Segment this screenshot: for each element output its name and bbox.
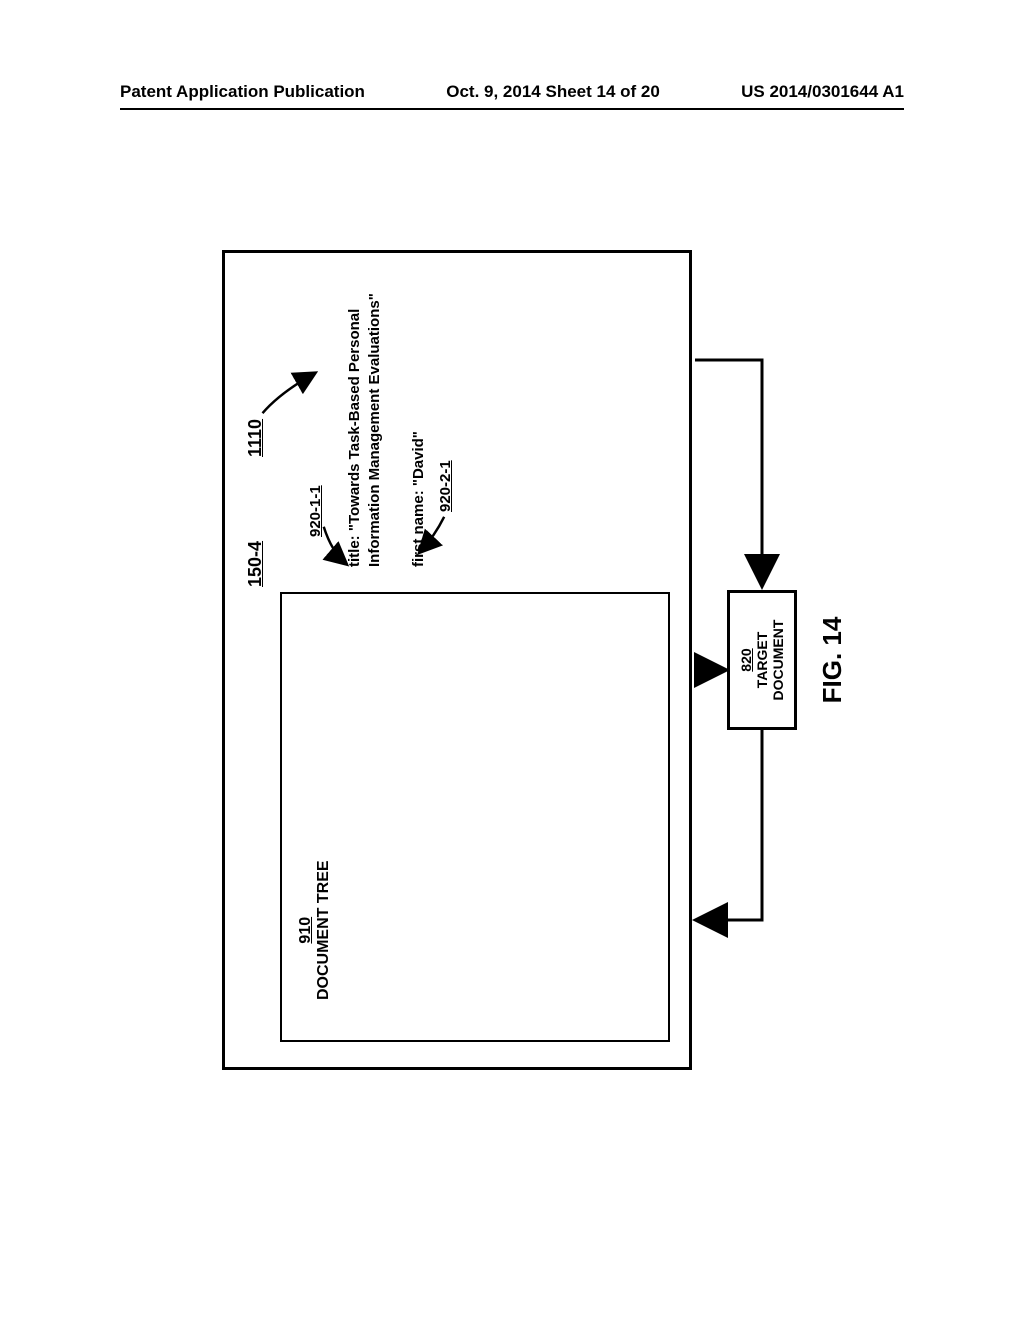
document-tree-text: DOCUMENT TREE <box>315 860 332 1000</box>
header-center: Oct. 9, 2014 Sheet 14 of 20 <box>446 82 660 102</box>
page: Patent Application Publication Oct. 9, 2… <box>0 0 1024 1320</box>
ref-920-2-1: 920-2-1 <box>437 460 454 512</box>
target-line1: TARGET <box>754 632 770 689</box>
document-tree-label: 910 DOCUMENT TREE <box>297 860 334 1000</box>
ref-920-1-1: 920-1-1 <box>307 485 324 537</box>
target-line2: DOCUMENT <box>770 620 786 701</box>
ref-820: 820 <box>738 648 754 671</box>
figure-label: FIG. 14 <box>817 220 848 1100</box>
target-document-box: 820 TARGET DOCUMENT <box>727 590 797 730</box>
header-right: US 2014/0301644 A1 <box>741 82 904 102</box>
header-rule <box>120 108 904 110</box>
page-header: Patent Application Publication Oct. 9, 2… <box>120 82 904 102</box>
document-tree-box: 910 DOCUMENT TREE <box>280 592 670 1042</box>
outer-window-box: 150-4 1110 910 DOCUMENT TREE 920-1-1 tit… <box>222 250 692 1070</box>
figure-rotated-wrapper: 150-4 1110 910 DOCUMENT TREE 920-1-1 tit… <box>172 220 852 1100</box>
figure: 150-4 1110 910 DOCUMENT TREE 920-1-1 tit… <box>172 220 852 1100</box>
firstname-field: first name: "David" <box>410 267 427 567</box>
ref-910: 910 <box>297 917 314 944</box>
ref-150-4: 150-4 <box>245 541 266 587</box>
header-left: Patent Application Publication <box>120 82 365 102</box>
title-field: title: "Towards Task-Based Personal Info… <box>345 257 384 567</box>
ref-1110: 1110 <box>245 419 266 457</box>
